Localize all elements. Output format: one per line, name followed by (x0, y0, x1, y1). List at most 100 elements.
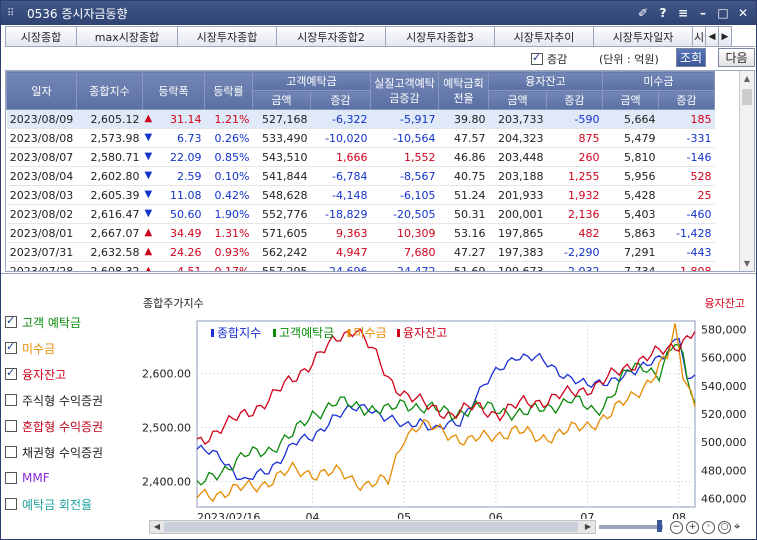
cell-rate: 0.26% (204, 128, 253, 148)
zoom-slider[interactable] (599, 520, 663, 532)
table-row[interactable]: 2023/08/08 2,573.98 ▼ 6.73 0.26% 533,490 -10,0… (6, 128, 715, 148)
col-change[interactable]: 등락폭 (142, 71, 205, 110)
scroll-down-icon[interactable]: ▼ (743, 259, 751, 268)
legend-item[interactable]: 채권형 수익증권 (5, 439, 127, 465)
col-uncol-delta[interactable]: 증감 (658, 90, 715, 110)
table-row[interactable]: 2023/08/04 2,602.80 ▼ 2.59 0.10% 541,844 -6,78… (6, 166, 715, 186)
chart-horizontal-scrollbar[interactable]: ◀ ▶ (149, 520, 596, 534)
next-button[interactable]: 다음 (718, 48, 755, 67)
legend-item[interactable]: 예탁금 회전율 (5, 491, 127, 517)
cell-index: 2,602.80 (76, 166, 143, 186)
legend-item[interactable]: 혼합형 수익증권 (5, 413, 127, 439)
maximize-icon[interactable]: □ (717, 6, 729, 20)
query-button[interactable]: 조회 (676, 48, 706, 67)
window-menu-icon[interactable]: ⠿ (7, 7, 14, 19)
scroll-thumb[interactable] (742, 89, 752, 105)
cell-credit-value: 203,188 (498, 169, 544, 183)
cell-rate-value: 0.10% (214, 169, 250, 183)
legend-checkbox[interactable] (5, 366, 17, 380)
legend-checkbox[interactable] (5, 498, 17, 510)
cell-credit: 197,865 (488, 223, 547, 243)
col-turnover[interactable]: 예탁금회전율 (438, 71, 489, 110)
col-deposit-delta[interactable]: 증감 (310, 90, 371, 110)
legend-checkbox[interactable] (5, 340, 17, 354)
col-date[interactable]: 일자 (6, 71, 77, 110)
zoom-fit-icon[interactable]: ◦ (702, 520, 715, 534)
scroll-up-icon[interactable]: ▲ (743, 74, 751, 83)
col-real-deposit[interactable]: 실질고객예탁금증감 (370, 71, 439, 110)
tab-overflow[interactable]: 시 (692, 26, 706, 46)
panel-splitter[interactable] (1, 273, 756, 291)
table-row[interactable]: 2023/07/31 2,632.58 ▲ 24.26 0.93% 562,242 4,94… (6, 242, 715, 262)
legend-item[interactable]: MMF (5, 465, 127, 491)
tab-market-invest-date[interactable]: 시장투자일자 (593, 26, 693, 46)
tab-market-summary[interactable]: 시장종합 (5, 26, 77, 46)
legend-label: 혼합형 수익증권 (22, 419, 104, 434)
table-row[interactable]: 2023/08/03 2,605.39 ▼ 11.08 0.42% 548,628 -4,1… (6, 185, 715, 205)
legend-item[interactable]: 미수금 (5, 335, 127, 361)
cell-deposit-delta-value: 9,363 (336, 226, 368, 240)
tab-market-invest-summary-2[interactable]: 시장투자종합2 (276, 26, 386, 46)
zoom-reset-icon[interactable]: ○ (718, 520, 731, 534)
tab-max-market-summary[interactable]: max시장종합 (76, 26, 178, 46)
table-row[interactable]: 2023/08/01 2,667.07 ▲ 34.49 1.31% 571,605 9,36… (6, 223, 715, 243)
pin-icon[interactable]: ✐ (637, 6, 649, 20)
cell-credit: 199,673 (488, 261, 547, 271)
zoom-in-icon[interactable]: + (686, 520, 699, 534)
table-row[interactable]: 2023/08/09 2,605.12 ▲ 31.14 1.21% 527,168 -6,3… (6, 109, 715, 129)
cell-index-value: 2,608.32 (90, 264, 140, 272)
table-row[interactable]: 2023/08/07 2,580.71 ▼ 22.09 0.85% 543,510 1,66… (6, 147, 715, 167)
cell-turnover-value: 51.69 (454, 264, 486, 272)
legend-label: 미수금 (22, 341, 56, 356)
table-row[interactable]: 2023/08/02 2,616.47 ▼ 50.60 1.90% 552,776 -18,… (6, 204, 715, 224)
cell-turnover: 40.75 (438, 166, 489, 186)
table-row[interactable]: 2023/07/28 2,608.32 ▲ 4.51 0.17% 557,295 -24,6… (6, 261, 715, 272)
x-tick-label: 05 (397, 511, 411, 519)
up-triangle-icon: ▲ (144, 264, 153, 272)
tab-market-invest-trend[interactable]: 시장투자추이 (494, 26, 594, 46)
right-tick-label: 460,000 (701, 493, 747, 506)
cell-credit-delta: 260 (546, 147, 603, 167)
legend-item[interactable]: 융자잔고 (5, 361, 127, 387)
chart-scroll-thumb[interactable] (164, 522, 578, 532)
legend-checkbox[interactable] (5, 446, 17, 458)
close-icon[interactable]: ✕ (737, 6, 749, 20)
settings-icon[interactable]: ≡ (677, 6, 689, 20)
col-credit-delta[interactable]: 증감 (546, 90, 603, 110)
tab-bar: 시장종합 max시장종합 시장투자종합 시장투자종합2 시장투자종합3 시장투자… (5, 26, 755, 46)
col-credit-amount[interactable]: 금액 (488, 90, 547, 110)
cell-index-value: 2,602.80 (90, 169, 140, 183)
tab-scroll-left-icon[interactable]: ◀ (705, 26, 719, 46)
col-deposit-amount[interactable]: 금액 (252, 90, 311, 110)
up-triangle-icon: ▲ (144, 112, 153, 124)
cell-index: 2,616.47 (76, 204, 143, 224)
cell-uncollected-delta-value: -460 (686, 207, 712, 221)
legend-checkbox[interactable] (5, 472, 17, 484)
cell-real-deposit-delta-value: 1,552 (404, 150, 436, 164)
legend-checkbox[interactable] (5, 314, 17, 328)
cell-date-value: 2023/08/08 (9, 131, 74, 145)
help-icon[interactable]: ? (659, 6, 667, 20)
cell-turnover-value: 53.16 (454, 226, 486, 240)
col-index[interactable]: 종합지수 (76, 71, 143, 110)
cell-credit-delta-value: 875 (578, 131, 600, 145)
tab-market-invest-summary-3[interactable]: 시장투자종합3 (385, 26, 495, 46)
legend-item[interactable]: 고객 예탁금 (5, 309, 127, 335)
chart-scroll-left-icon[interactable]: ◀ (153, 522, 161, 531)
chart-scroll-right-icon[interactable]: ▶ (584, 522, 592, 531)
tab-market-invest-summary[interactable]: 시장투자종합 (177, 26, 277, 46)
minimize-icon[interactable]: – (700, 6, 706, 20)
increase-checkbox[interactable] (531, 51, 543, 65)
legend-item[interactable]: 주식형 수익증권 (5, 387, 127, 413)
col-uncol-amount[interactable]: 금액 (602, 90, 659, 110)
chart-right-axis-title: 융자잔고 (704, 297, 745, 310)
zoom-out-icon[interactable]: − (670, 520, 683, 534)
crosshair-icon[interactable]: ⌖ (734, 520, 741, 533)
legend-checkbox[interactable] (5, 394, 17, 406)
cell-real-deposit-delta: -6,105 (370, 185, 439, 205)
col-rate[interactable]: 등락률 (204, 71, 253, 110)
legend-checkbox[interactable] (5, 420, 17, 432)
cell-real-deposit-delta-value: 7,680 (404, 245, 436, 259)
table-vertical-scrollbar[interactable]: ▲ ▼ (739, 71, 754, 271)
tab-scroll-right-icon[interactable]: ▶ (718, 26, 732, 46)
